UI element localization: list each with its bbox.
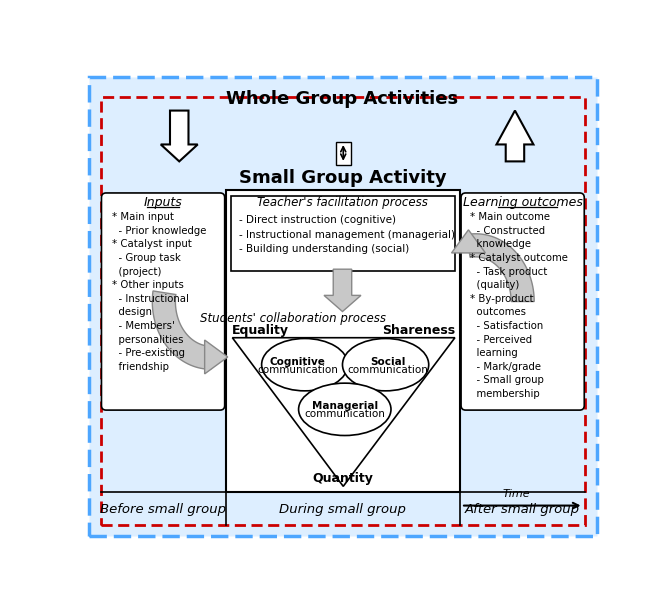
Text: Shareness: Shareness xyxy=(382,324,455,337)
Text: Before small group: Before small group xyxy=(100,503,226,516)
Polygon shape xyxy=(232,337,455,486)
Text: Social: Social xyxy=(370,358,405,367)
Text: * Main outcome
  - Constructed
  knowledge
* Catalyst outcome
  - Task product
 : * Main outcome - Constructed knowledge *… xyxy=(470,212,568,399)
Text: Time: Time xyxy=(502,489,531,498)
Text: Managerial: Managerial xyxy=(312,401,378,412)
FancyBboxPatch shape xyxy=(102,193,225,410)
Text: Students' collaboration process: Students' collaboration process xyxy=(200,312,386,325)
FancyBboxPatch shape xyxy=(226,190,460,492)
FancyBboxPatch shape xyxy=(336,142,351,165)
Text: After small group: After small group xyxy=(465,503,580,516)
FancyBboxPatch shape xyxy=(89,76,597,537)
Polygon shape xyxy=(452,230,486,253)
Text: Small Group Activity: Small Group Activity xyxy=(239,169,446,188)
Text: During small group: During small group xyxy=(279,503,406,516)
Text: Teacher's facilitation process: Teacher's facilitation process xyxy=(257,197,428,209)
Text: communication: communication xyxy=(258,365,339,375)
FancyBboxPatch shape xyxy=(461,193,584,410)
Text: communication: communication xyxy=(347,365,428,375)
Text: Inputs: Inputs xyxy=(144,197,183,209)
Text: Whole Group Activities: Whole Group Activities xyxy=(226,90,458,108)
Polygon shape xyxy=(161,110,198,161)
Text: Quantity: Quantity xyxy=(313,472,374,485)
Ellipse shape xyxy=(262,339,348,391)
Text: communication: communication xyxy=(304,409,385,419)
Polygon shape xyxy=(496,110,533,161)
Polygon shape xyxy=(324,269,361,311)
Polygon shape xyxy=(466,234,535,302)
FancyBboxPatch shape xyxy=(231,196,455,271)
Text: Cognitive: Cognitive xyxy=(270,358,326,367)
Text: - Direct instruction (cognitive)
- Instructional management (managerial)
- Build: - Direct instruction (cognitive) - Instr… xyxy=(240,215,456,254)
Polygon shape xyxy=(205,340,227,374)
Polygon shape xyxy=(153,291,211,369)
Ellipse shape xyxy=(298,383,391,435)
Text: Equality: Equality xyxy=(232,324,290,337)
Text: Learning outcomes: Learning outcomes xyxy=(463,197,583,209)
Ellipse shape xyxy=(343,339,429,391)
Text: * Main input
  - Prior knowledge
* Catalyst input
  - Group task
  (project)
* O: * Main input - Prior knowledge * Catalys… xyxy=(112,212,207,372)
